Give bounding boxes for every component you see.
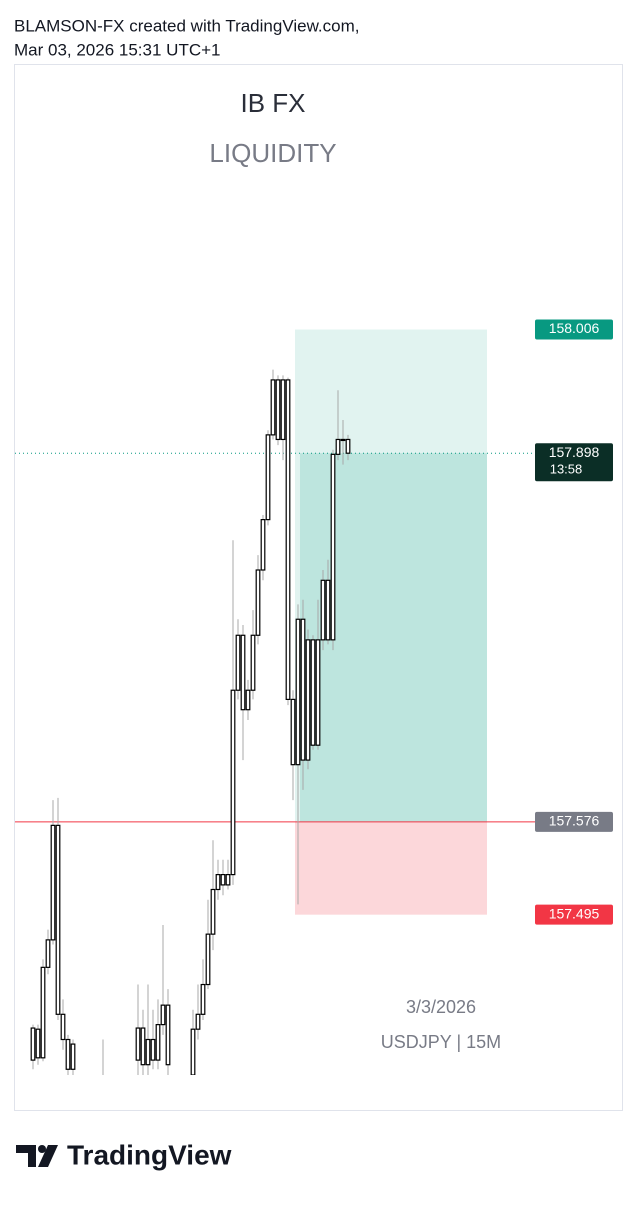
candle-body	[65, 1038, 71, 1070]
candle-body	[330, 453, 336, 641]
candle-body	[190, 1028, 196, 1075]
price-label: 158.006	[549, 320, 600, 336]
candle-body	[230, 689, 236, 876]
candle-body	[285, 379, 291, 700]
candle-body	[50, 824, 56, 941]
candle-body	[55, 824, 61, 1015]
candle-body	[290, 698, 296, 766]
header-line: BLAMSON-FX created with TradingView.com,	[14, 16, 360, 35]
candle-body	[40, 966, 46, 1059]
candle-body	[255, 569, 261, 636]
candle-body	[340, 438, 346, 442]
candle-body	[200, 983, 206, 1015]
candle-body	[215, 874, 221, 891]
header-line: Mar 03, 2026 15:31 UTC+1	[14, 40, 220, 59]
plot	[15, 329, 535, 1075]
candle-body	[280, 379, 286, 441]
candle-body	[205, 933, 211, 986]
price-label: 157.495	[549, 905, 600, 921]
candle-body	[325, 579, 331, 641]
price-label-bg	[535, 443, 613, 482]
candle-body	[275, 379, 281, 441]
candle-body	[265, 434, 271, 521]
candle-body	[245, 689, 251, 711]
candle-body	[335, 438, 341, 455]
candle-body	[305, 639, 311, 761]
candle-body	[210, 888, 216, 935]
price-label: 157.576	[549, 813, 600, 829]
candle-body	[165, 1004, 171, 1066]
candle-body	[70, 1043, 76, 1070]
candle-body	[155, 1024, 161, 1061]
candle-body	[295, 618, 301, 766]
overlay: 158.006 157.576 157.495 157.898 13:58	[535, 319, 613, 925]
candle-body	[135, 1027, 141, 1061]
stop-zone	[295, 821, 487, 915]
candle-body	[310, 639, 316, 746]
price-label-bg	[535, 811, 613, 832]
candle-body	[315, 639, 321, 746]
chart-subtitle: LIQUIDITY	[209, 138, 336, 168]
candle-body	[220, 874, 226, 886]
candle-body	[345, 438, 351, 454]
candle-body	[240, 634, 246, 711]
candle-body	[30, 1027, 36, 1061]
price-label: 157.898	[549, 444, 600, 460]
candle-body	[270, 379, 276, 436]
logo-icon	[16, 1145, 58, 1167]
candle-body	[45, 939, 51, 968]
chart-title: IB FX	[240, 88, 305, 118]
candle-body	[60, 1013, 66, 1041]
logo-text: TradingView	[67, 1139, 232, 1170]
price-label-bg	[535, 904, 613, 925]
annotation: USDJPY | 15M	[381, 1032, 501, 1052]
candle-body	[235, 634, 241, 691]
candle-body	[140, 1027, 146, 1066]
chart-frame	[14, 64, 623, 1111]
candle-body	[195, 1013, 201, 1030]
countdown: 13:58	[550, 462, 583, 477]
candle-body	[225, 874, 231, 886]
candle-body	[260, 519, 266, 571]
candle-body	[300, 618, 306, 761]
target-zone	[295, 329, 487, 822]
candle-body	[145, 1038, 151, 1066]
annotation: 3/3/2026	[406, 997, 476, 1017]
candle-body	[35, 1028, 41, 1059]
candle-body	[250, 634, 256, 691]
candle-body	[160, 1004, 166, 1026]
candle-body	[150, 1038, 156, 1061]
price-label-bg	[535, 319, 613, 340]
candle-body	[320, 579, 326, 641]
